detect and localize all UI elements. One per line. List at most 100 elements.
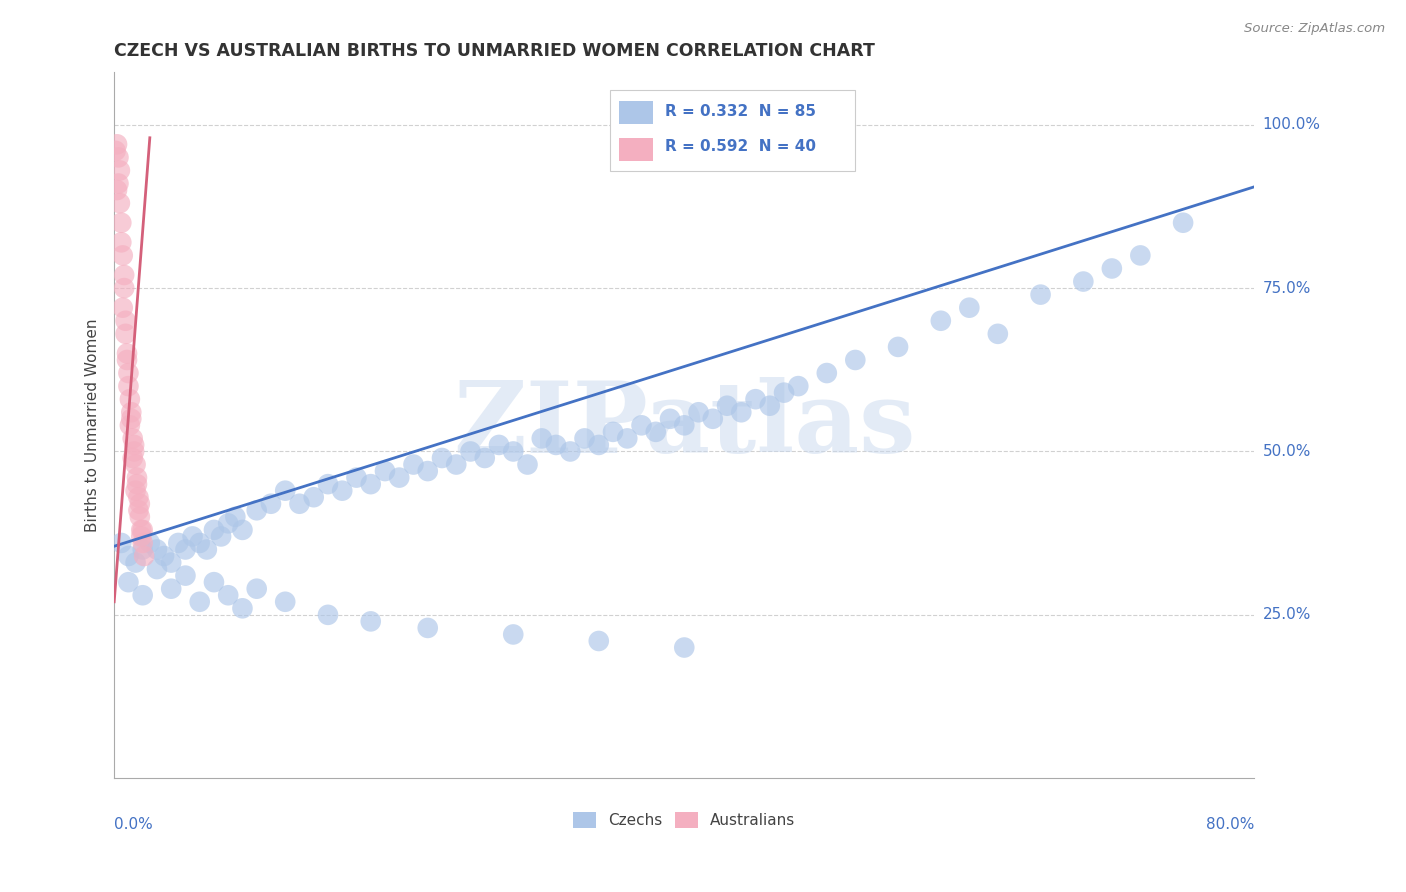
Point [110, 536, 132, 550]
Point [673, 418, 696, 433]
Point [110, 216, 132, 230]
Point [117, 366, 139, 380]
Point [107, 177, 129, 191]
Point [174, 542, 197, 557]
Point [316, 477, 339, 491]
Point [128, 509, 150, 524]
Point [217, 516, 239, 531]
Point [330, 483, 353, 498]
Point [108, 163, 131, 178]
FancyBboxPatch shape [619, 102, 654, 124]
Point [115, 353, 138, 368]
Point [402, 458, 425, 472]
Point [246, 503, 269, 517]
Text: 50.0%: 50.0% [1263, 444, 1310, 459]
Point [111, 248, 134, 262]
Point [117, 549, 139, 563]
Point [104, 144, 127, 158]
Point [360, 615, 382, 629]
Point [105, 183, 128, 197]
Point [460, 444, 482, 458]
Point [602, 425, 624, 439]
Point [174, 568, 197, 582]
FancyBboxPatch shape [619, 138, 654, 161]
Text: R = 0.592  N = 40: R = 0.592 N = 40 [665, 139, 815, 154]
Point [773, 385, 796, 400]
Point [121, 450, 143, 465]
Point [202, 523, 225, 537]
Point [688, 405, 710, 419]
Point [1029, 287, 1052, 301]
Point [124, 556, 146, 570]
Point [139, 536, 162, 550]
Text: ZIPatlas: ZIPatlas [453, 376, 915, 474]
Y-axis label: Births to Unmarried Women: Births to Unmarried Women [86, 318, 100, 532]
Point [759, 399, 782, 413]
Text: 100.0%: 100.0% [1263, 117, 1320, 132]
Point [574, 431, 596, 445]
Point [616, 431, 638, 445]
Point [120, 405, 142, 419]
Point [146, 542, 169, 557]
Point [122, 444, 145, 458]
Point [224, 509, 246, 524]
Point [131, 536, 153, 550]
Point [124, 458, 146, 472]
Point [160, 582, 183, 596]
Point [644, 425, 666, 439]
Point [488, 438, 510, 452]
Point [659, 411, 682, 425]
Point [673, 640, 696, 655]
Text: 25.0%: 25.0% [1263, 607, 1310, 623]
Point [181, 529, 204, 543]
Point [1171, 216, 1194, 230]
Point [131, 523, 153, 537]
Point [125, 477, 148, 491]
Point [110, 235, 132, 250]
Point [217, 588, 239, 602]
Point [121, 431, 143, 445]
Point [112, 281, 135, 295]
Point [544, 438, 567, 452]
Point [474, 450, 496, 465]
Point [105, 137, 128, 152]
Text: 75.0%: 75.0% [1263, 281, 1310, 295]
Point [530, 431, 553, 445]
Point [630, 418, 652, 433]
Text: CZECH VS AUSTRALIAN BIRTHS TO UNMARRIED WOMEN CORRELATION CHART: CZECH VS AUSTRALIAN BIRTHS TO UNMARRIED … [114, 42, 875, 60]
Point [246, 582, 269, 596]
Point [887, 340, 910, 354]
Point [316, 607, 339, 622]
Point [1101, 261, 1123, 276]
Point [987, 326, 1010, 341]
Point [502, 444, 524, 458]
Point [129, 523, 152, 537]
Point [122, 438, 145, 452]
Point [167, 536, 190, 550]
Point [588, 634, 610, 648]
Point [118, 392, 141, 407]
Point [188, 595, 211, 609]
Point [128, 497, 150, 511]
Point [127, 503, 149, 517]
Point [360, 477, 382, 491]
Point [260, 497, 283, 511]
Point [231, 523, 253, 537]
Point [125, 470, 148, 484]
Point [274, 595, 297, 609]
Point [134, 549, 156, 563]
Text: 0.0%: 0.0% [114, 817, 153, 832]
Point [744, 392, 766, 407]
Legend: Czechs, Australians: Czechs, Australians [567, 805, 801, 834]
Point [787, 379, 810, 393]
Text: 80.0%: 80.0% [1206, 817, 1254, 832]
Text: Source: ZipAtlas.com: Source: ZipAtlas.com [1244, 22, 1385, 36]
Point [115, 346, 138, 360]
Point [111, 301, 134, 315]
Point [702, 411, 724, 425]
Point [117, 379, 139, 393]
Point [146, 562, 169, 576]
Point [388, 470, 411, 484]
Point [107, 150, 129, 164]
Point [127, 490, 149, 504]
